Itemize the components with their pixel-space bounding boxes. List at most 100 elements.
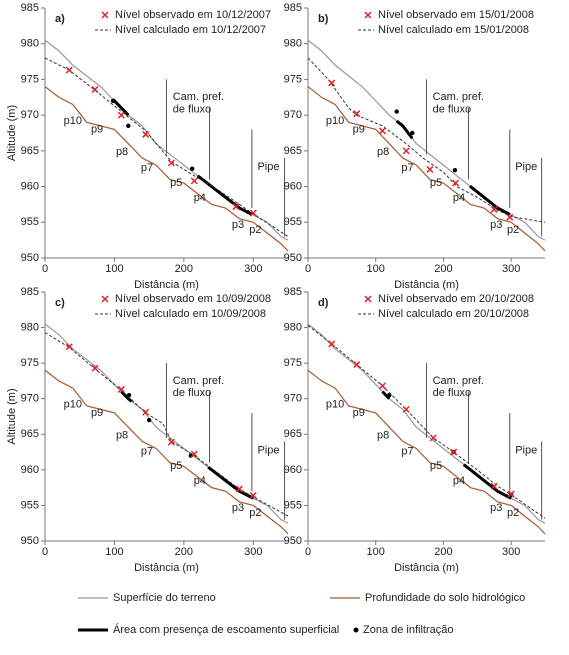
terrain-line xyxy=(44,39,289,241)
soil-line xyxy=(307,369,546,535)
annotation: Cam. pref. xyxy=(173,375,224,387)
soil-line xyxy=(44,86,289,252)
observed-point xyxy=(235,485,243,493)
observed-point xyxy=(117,111,125,119)
y-tick-label: 960 xyxy=(21,464,39,476)
y-tick-label: 975 xyxy=(284,357,302,369)
y-tick-label: 960 xyxy=(284,464,302,476)
annotation: Pipe xyxy=(515,445,537,457)
annotation: p2 xyxy=(507,224,519,236)
x-tick-label: 300 xyxy=(244,546,262,558)
y-tick-label: 950 xyxy=(21,535,39,547)
annotation: p2 xyxy=(249,224,261,236)
runoff-segment xyxy=(462,463,512,500)
annotation: p9 xyxy=(91,123,103,135)
y-axis-label: Altitude (m) xyxy=(6,105,18,161)
observed-point xyxy=(117,385,125,393)
y-tick-label: 960 xyxy=(284,180,302,192)
legend-label: Nível calculado em 10/09/2008 xyxy=(115,308,266,320)
annotation: de fluxo xyxy=(173,387,212,399)
annotation: p2 xyxy=(507,507,519,519)
annotation: p7 xyxy=(401,162,413,174)
x-tick-label: 0 xyxy=(305,546,311,558)
observed-point xyxy=(490,205,498,213)
y-axis-label: Altitude (m) xyxy=(6,388,18,444)
legend-label: Superfície do terreno xyxy=(113,592,216,604)
annotation: Cam. pref. xyxy=(433,91,484,103)
y-tick-label: 980 xyxy=(284,38,302,50)
y-tick-label: 980 xyxy=(284,321,302,333)
x-tick-label: 200 xyxy=(434,263,452,275)
x-axis-label: Distância (m) xyxy=(134,279,199,291)
legend-marker xyxy=(101,295,109,303)
x-tick-label: 0 xyxy=(42,263,48,275)
soil-line xyxy=(307,86,546,252)
observed-point xyxy=(91,364,99,372)
annotation: p8 xyxy=(377,146,389,158)
y-tick-label: 975 xyxy=(284,73,302,85)
calculated-line xyxy=(307,57,546,223)
x-tick-label: 100 xyxy=(105,546,123,558)
annotation: p3 xyxy=(232,219,244,231)
y-tick-label: 955 xyxy=(21,216,39,228)
x-tick-label: 100 xyxy=(367,263,385,275)
observed-point xyxy=(402,147,410,155)
y-tick-label: 955 xyxy=(284,499,302,511)
legend-marker xyxy=(353,627,359,633)
annotation: p5 xyxy=(430,460,442,472)
annotation: p10 xyxy=(326,398,344,410)
annotation: p9 xyxy=(353,123,365,135)
annotation: Cam. pref. xyxy=(173,91,224,103)
y-tick-label: 955 xyxy=(284,216,302,228)
annotation: Pipe xyxy=(257,161,279,173)
annotation: p10 xyxy=(64,398,82,410)
runoff-segment xyxy=(207,465,254,500)
runoff-segment xyxy=(381,390,391,400)
infiltration-point xyxy=(452,167,458,173)
annotation: p9 xyxy=(353,407,365,419)
annotation: p10 xyxy=(326,115,344,127)
x-tick-label: 300 xyxy=(244,263,262,275)
y-tick-label: 985 xyxy=(21,286,39,298)
annotation: p8 xyxy=(116,430,128,442)
annotation: de fluxo xyxy=(433,387,472,399)
annotation: p4 xyxy=(453,475,465,487)
runoff-segment xyxy=(120,390,133,403)
infiltration-point xyxy=(146,417,152,423)
annotation: p4 xyxy=(194,192,206,204)
x-tick-label: 100 xyxy=(105,263,123,275)
annotation: de fluxo xyxy=(433,103,472,115)
annotation: Pipe xyxy=(257,445,279,457)
y-tick-label: 985 xyxy=(284,2,302,14)
panel-label: b) xyxy=(318,13,329,25)
infiltration-point xyxy=(126,123,131,129)
legend-label: Nível observado em 20/10/2008 xyxy=(378,293,534,305)
legend-marker xyxy=(364,295,372,303)
panel-label: c) xyxy=(55,297,65,309)
annotation: p8 xyxy=(116,146,128,158)
annotation: p2 xyxy=(249,507,261,519)
observed-point xyxy=(426,165,434,173)
annotation: p10 xyxy=(64,115,82,127)
y-tick-label: 960 xyxy=(21,180,39,192)
observed-point xyxy=(452,179,460,187)
observed-point xyxy=(490,482,498,490)
y-tick-label: 975 xyxy=(21,357,39,369)
observed-point xyxy=(450,448,458,456)
annotation: de fluxo xyxy=(173,103,212,115)
observed-point xyxy=(429,434,437,442)
legend-marker xyxy=(364,11,372,19)
legend-label: Zona de infiltração xyxy=(363,624,454,636)
observed-point xyxy=(190,450,198,458)
observed-point xyxy=(65,343,73,351)
observed-point xyxy=(353,110,361,118)
annotation: p8 xyxy=(377,430,389,442)
y-tick-label: 970 xyxy=(284,393,302,405)
legend-marker xyxy=(101,11,109,19)
observed-point xyxy=(378,382,387,390)
observed-point xyxy=(190,177,198,185)
observed-point xyxy=(91,85,99,93)
annotation: p3 xyxy=(490,502,502,514)
observed-point xyxy=(232,203,240,211)
